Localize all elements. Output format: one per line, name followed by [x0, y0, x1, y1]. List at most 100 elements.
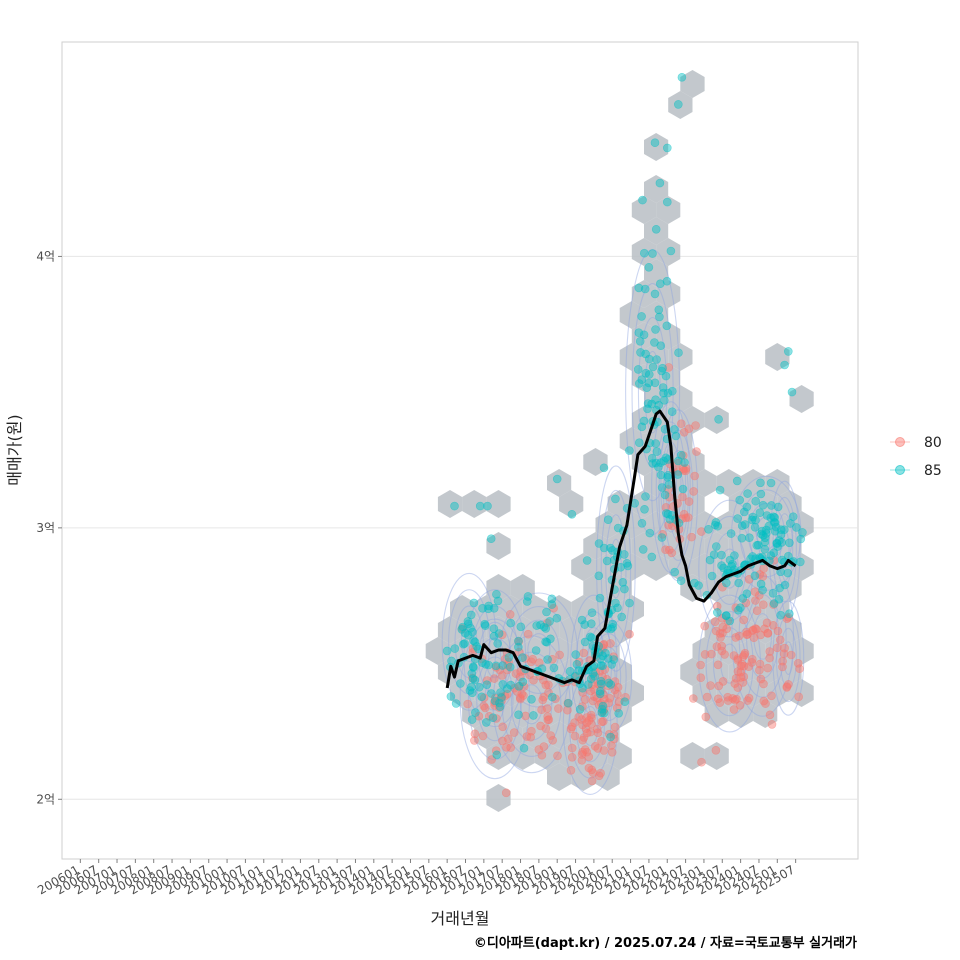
hexbin-cell [692, 679, 717, 707]
point-85 [514, 642, 523, 652]
point-85 [712, 608, 722, 617]
hexbin-cell [619, 343, 644, 371]
point-85 [634, 328, 644, 338]
point-80 [539, 692, 549, 702]
density-contour [755, 516, 777, 551]
point-80 [563, 705, 572, 715]
point-80 [747, 658, 757, 667]
point-80 [661, 545, 670, 555]
hexbin-cell [522, 595, 547, 623]
point-80 [470, 736, 479, 745]
point-85 [456, 679, 465, 688]
point-80 [702, 692, 712, 702]
point-80 [566, 765, 576, 775]
point-85 [549, 663, 559, 673]
point-85 [743, 489, 752, 498]
hexbin-cell [486, 490, 511, 518]
point-85 [469, 636, 478, 645]
hexbin-cell [692, 553, 717, 581]
point-85 [475, 501, 485, 511]
hexbin-cell [607, 490, 632, 518]
point-80 [528, 654, 538, 664]
point-80 [730, 695, 740, 705]
hexbin-cell [753, 658, 778, 686]
x-axis: 2006012006072007012007072008012008072009… [35, 859, 797, 898]
density-contour [600, 489, 632, 648]
hexbin-cell [753, 490, 778, 518]
point-80 [690, 471, 700, 481]
hexbin-cell [777, 574, 802, 602]
density-contour [441, 572, 497, 711]
point-80 [566, 724, 576, 734]
point-85 [492, 750, 502, 760]
point-80 [710, 617, 720, 627]
point-85 [598, 661, 607, 671]
point-85 [494, 629, 504, 638]
point-85 [663, 388, 673, 398]
point-85 [625, 598, 634, 608]
point-85 [618, 577, 628, 587]
point-85 [552, 474, 562, 484]
point-85 [483, 501, 492, 511]
hexbin-cell [680, 742, 705, 770]
point-85 [585, 632, 595, 642]
point-85 [752, 540, 762, 550]
point-80 [786, 650, 796, 660]
point-80 [765, 710, 775, 720]
density-contour [605, 514, 627, 623]
point-80 [735, 700, 745, 710]
hexbin-cell [789, 385, 814, 413]
density-contour [783, 641, 794, 675]
hexbin-cell [631, 196, 657, 224]
point-80 [696, 660, 705, 670]
point-85 [552, 613, 562, 623]
point-85 [531, 646, 541, 655]
point-85 [788, 512, 798, 522]
point-80 [584, 763, 594, 773]
hexbin-cell [668, 385, 693, 413]
hexbin-cell [595, 511, 620, 539]
point-85 [757, 526, 767, 536]
point-85 [774, 536, 784, 545]
hexbin-cell [510, 574, 535, 602]
point-85 [493, 639, 503, 648]
point-85 [655, 178, 665, 188]
hexbin-cell [704, 658, 729, 686]
point-85 [732, 476, 742, 486]
point-85 [586, 619, 596, 629]
hexbin-cell [668, 91, 693, 119]
point-80 [711, 745, 721, 755]
hexbin-cell [559, 490, 584, 518]
point-85 [547, 692, 557, 702]
hexbin-cell [656, 364, 681, 392]
point-80 [570, 718, 579, 727]
point-85 [575, 704, 585, 714]
point-85 [518, 653, 527, 662]
point-80 [603, 681, 613, 691]
point-80 [779, 649, 789, 659]
point-85 [758, 500, 768, 510]
hexbin-cell [437, 490, 463, 518]
point-80 [555, 650, 564, 660]
hexbin-cell [534, 700, 560, 728]
hexbin-cell [680, 532, 705, 560]
point-85 [644, 378, 654, 388]
point-85 [451, 699, 461, 708]
point-80 [736, 661, 746, 671]
point-85 [657, 533, 667, 542]
hexbin-cell [753, 574, 778, 602]
point-80 [580, 695, 590, 704]
hexbin-cell [656, 280, 681, 308]
hexbin-cell [607, 700, 632, 728]
point-80 [742, 630, 752, 640]
hexbin-cell [680, 658, 705, 686]
hexbin-cell [728, 532, 754, 560]
hexbin-cell [462, 658, 487, 686]
point-85 [614, 708, 624, 718]
point-85 [704, 524, 713, 534]
hexbin-cell [510, 742, 535, 770]
point-80 [614, 697, 624, 707]
trend-line [445, 409, 797, 689]
point-80 [767, 691, 776, 701]
point-85 [580, 637, 590, 647]
